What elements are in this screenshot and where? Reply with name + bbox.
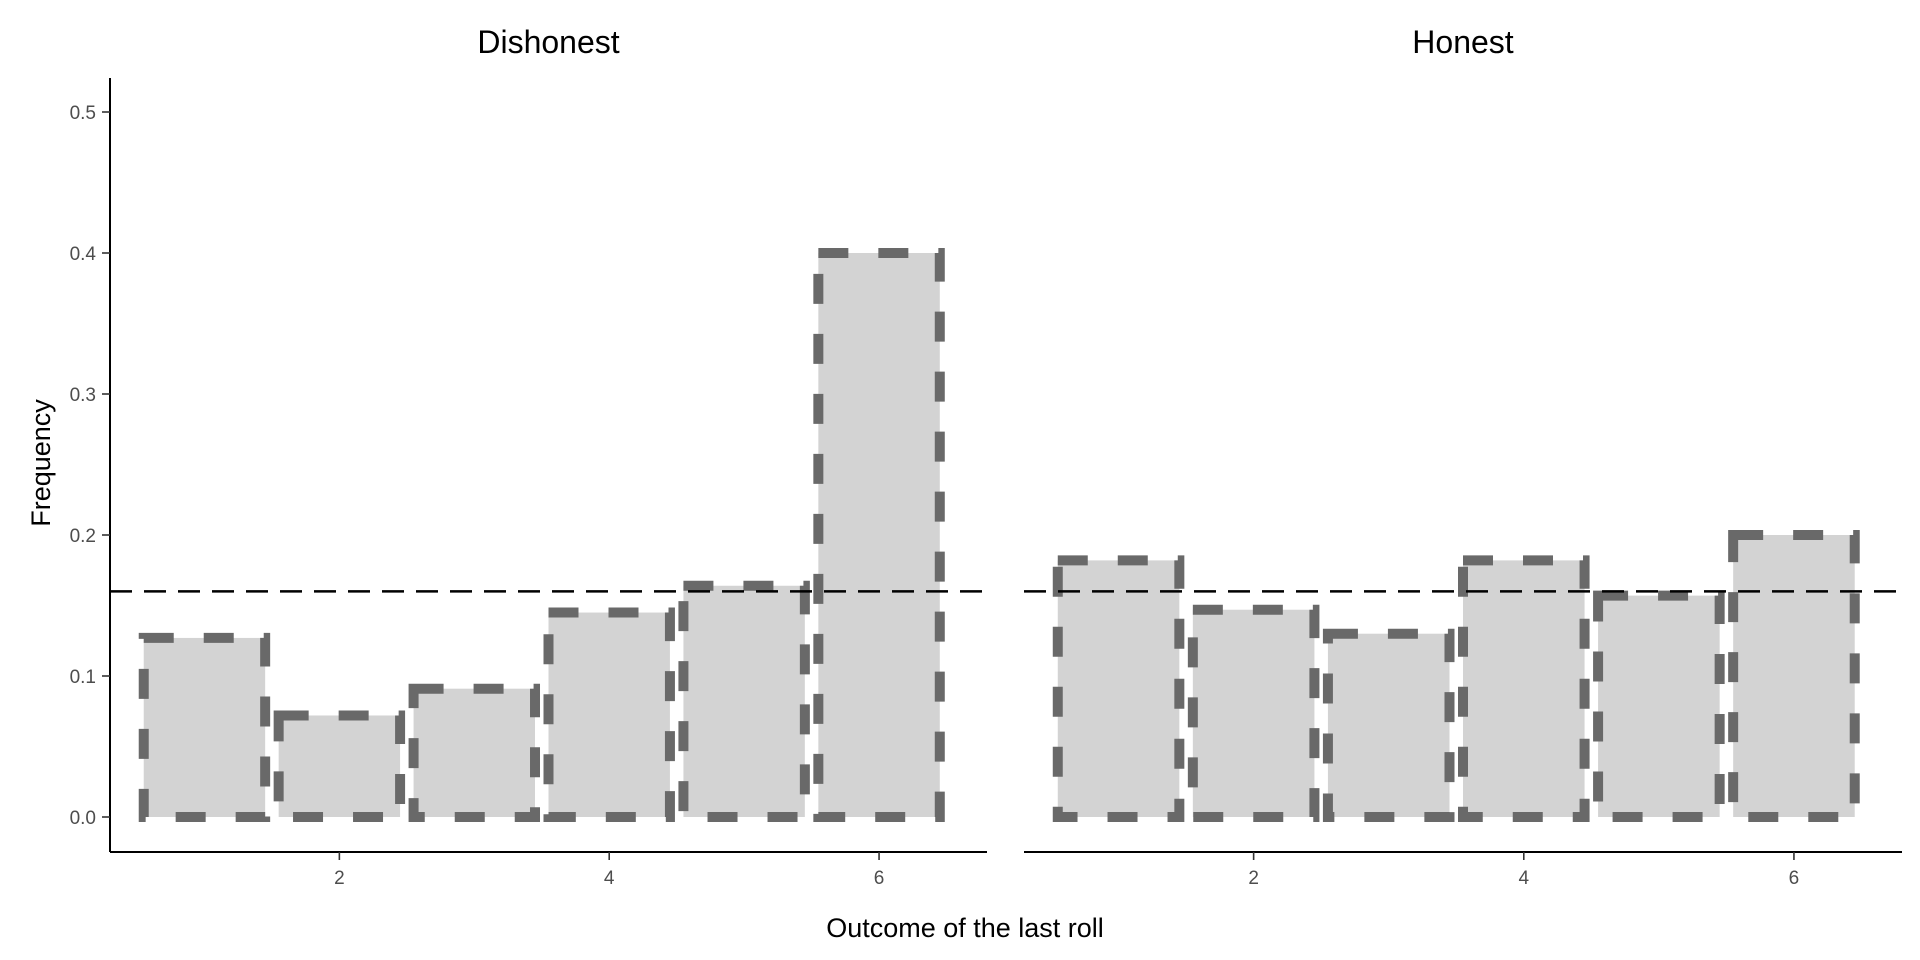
panel-dishonest: Dishonest 2 4 6 0.0 0.1 0.2 0.3 0.4 0.5 [70, 24, 987, 889]
x-tick-label: 6 [874, 868, 885, 889]
bar-dishonest-6 [813, 248, 945, 822]
bar-honest-1 [1052, 555, 1185, 822]
x-tick-label: 4 [604, 868, 615, 889]
y-tick-label: 0.1 [70, 667, 96, 688]
panel-title: Dishonest [477, 24, 619, 60]
y-tick-label: 0.3 [70, 385, 96, 406]
bar-honest-5 [1593, 590, 1725, 822]
panels: Dishonest 2 4 6 0.0 0.1 0.2 0.3 0.4 0.5 Honest 2 4 6 [70, 24, 1902, 889]
bar-dishonest-1 [138, 632, 271, 822]
y-tick-label: 0.5 [70, 103, 96, 124]
bar-honest-2 [1187, 604, 1320, 822]
x-tick-label: 6 [1789, 868, 1800, 889]
panel-honest: Honest 2 4 6 [1024, 24, 1902, 889]
x-tick-label: 2 [334, 868, 345, 889]
bar-dishonest-3 [408, 683, 541, 822]
y-tick-label: 0.2 [70, 526, 96, 547]
bar-dishonest-2 [273, 710, 406, 822]
x-tick-label: 4 [1518, 868, 1529, 889]
bar-honest-4 [1458, 555, 1590, 822]
y-tick-label: 0.0 [70, 808, 96, 829]
y-tick-label: 0.4 [70, 244, 97, 265]
bar-dishonest-4 [543, 607, 675, 822]
bar-honest-6 [1728, 530, 1860, 822]
bar-honest-3 [1322, 628, 1455, 823]
y-axis-title: Frequency [26, 399, 56, 527]
panel-title: Honest [1412, 24, 1514, 60]
x-axis-title: Outcome of the last roll [826, 913, 1104, 943]
x-tick-label: 2 [1248, 868, 1259, 889]
bar-dishonest-5 [678, 580, 810, 823]
